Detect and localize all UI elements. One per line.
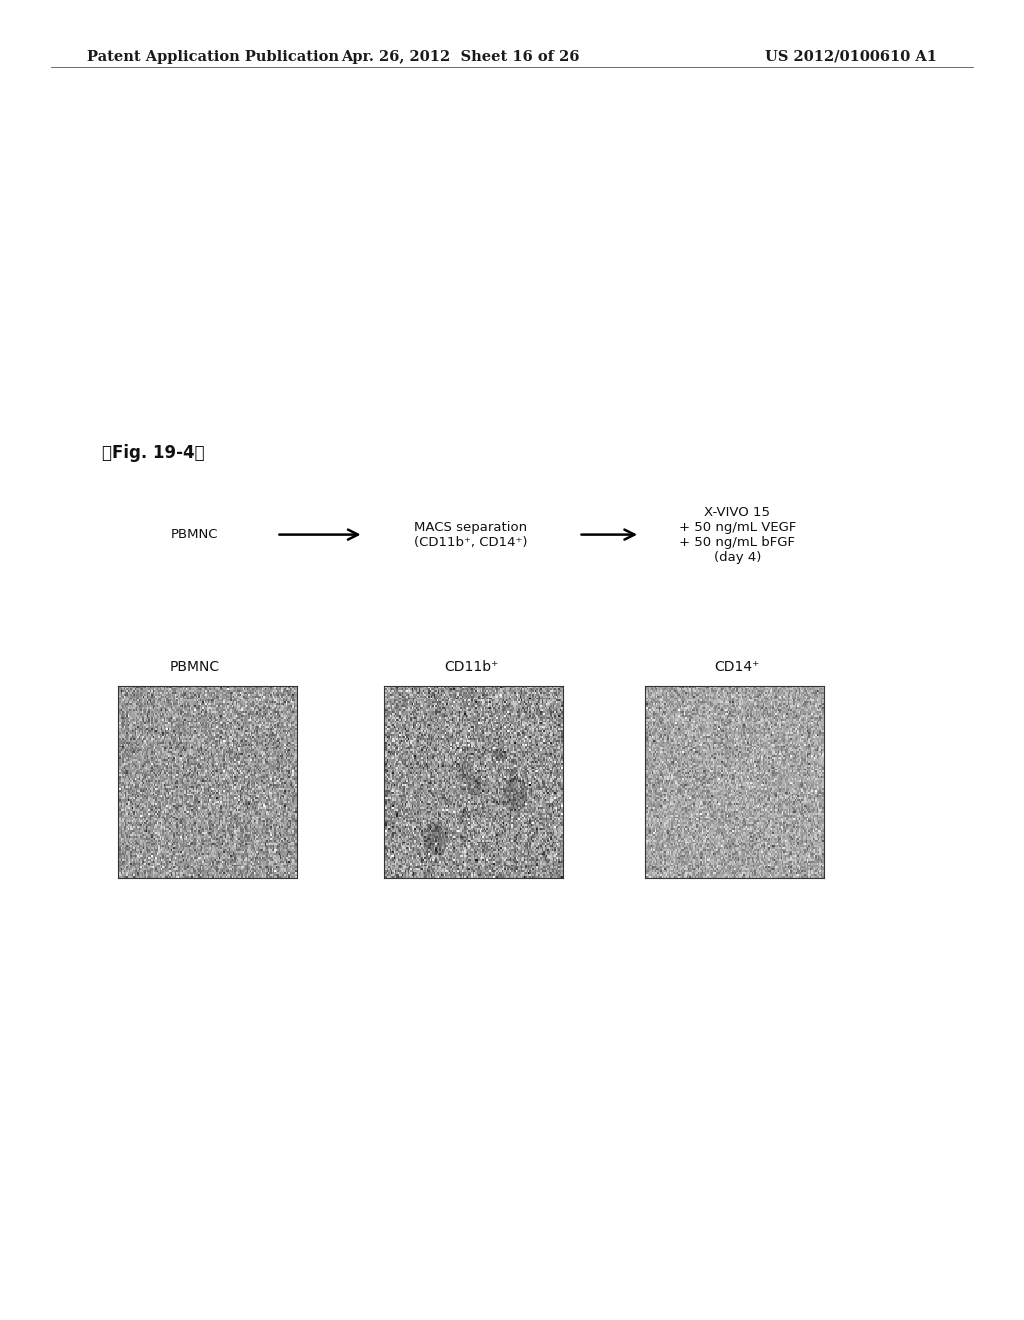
Text: Apr. 26, 2012  Sheet 16 of 26: Apr. 26, 2012 Sheet 16 of 26 [342,50,580,63]
Text: 『Fig. 19-4』: 『Fig. 19-4』 [102,444,205,462]
Text: PBMNC: PBMNC [170,660,219,673]
Text: CD14⁺: CD14⁺ [715,660,760,673]
Text: MACS separation
(CD11b⁺, CD14⁺): MACS separation (CD11b⁺, CD14⁺) [415,520,527,549]
Text: CD11b⁺: CD11b⁺ [443,660,499,673]
Text: Patent Application Publication: Patent Application Publication [87,50,339,63]
Text: X-VIVO 15
+ 50 ng/mL VEGF
+ 50 ng/mL bFGF
(day 4): X-VIVO 15 + 50 ng/mL VEGF + 50 ng/mL bFG… [679,506,796,564]
Text: US 2012/0100610 A1: US 2012/0100610 A1 [765,50,937,63]
Text: PBMNC: PBMNC [171,528,218,541]
